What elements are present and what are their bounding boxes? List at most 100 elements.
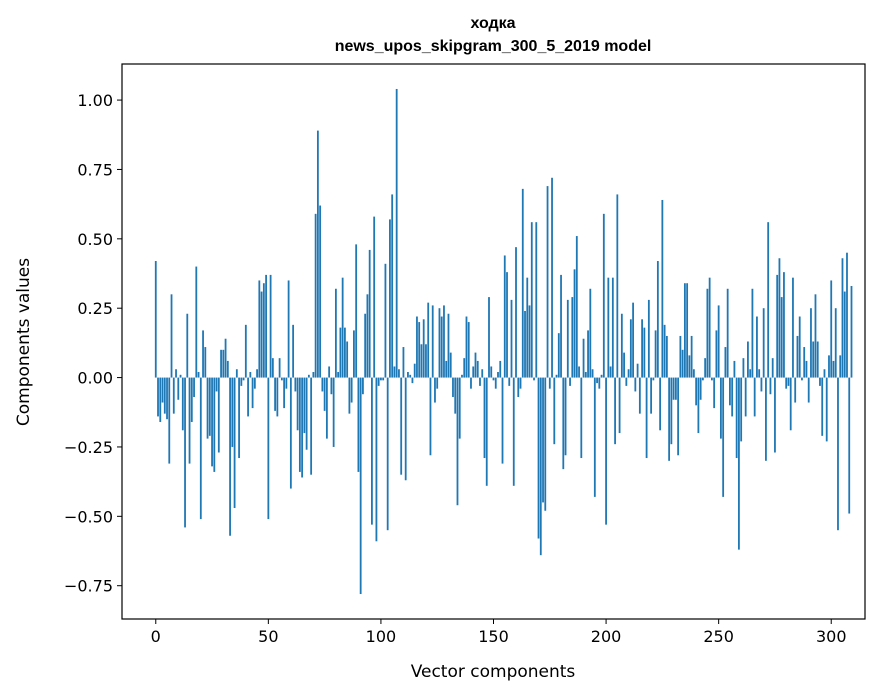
bar xyxy=(740,377,743,442)
bar xyxy=(416,316,418,378)
bar xyxy=(692,369,695,378)
bar xyxy=(175,369,177,378)
bar xyxy=(695,377,698,406)
bar xyxy=(220,349,222,378)
bar xyxy=(670,377,673,445)
bar xyxy=(447,313,450,378)
bar xyxy=(803,347,806,378)
chart-title-line1: ходка xyxy=(470,15,515,32)
bar xyxy=(600,374,603,378)
bar xyxy=(733,360,736,378)
bar xyxy=(524,310,526,378)
bar xyxy=(690,335,693,378)
bar xyxy=(668,377,671,461)
bar xyxy=(632,302,634,378)
bar xyxy=(470,377,472,389)
bar xyxy=(497,372,499,378)
bar xyxy=(276,377,279,417)
bar xyxy=(774,377,776,453)
bar xyxy=(652,377,655,381)
bar xyxy=(566,299,569,378)
bar xyxy=(244,324,247,378)
bar xyxy=(427,302,430,378)
bar xyxy=(494,377,497,389)
bar xyxy=(380,377,382,381)
bar xyxy=(832,360,835,378)
bar xyxy=(314,213,317,378)
bar xyxy=(564,377,567,456)
bar xyxy=(681,349,684,378)
bar xyxy=(235,369,238,378)
bar xyxy=(251,377,254,409)
bar xyxy=(157,377,159,417)
x-tick-label: 300 xyxy=(816,627,847,646)
bar xyxy=(166,377,168,420)
bar xyxy=(296,377,299,431)
bar xyxy=(686,283,689,378)
y-tick-label: 0.50 xyxy=(77,230,113,249)
bar xyxy=(814,294,817,378)
bar xyxy=(701,377,704,381)
bar xyxy=(539,377,542,556)
bar xyxy=(618,377,621,434)
bar xyxy=(186,313,189,378)
bar xyxy=(823,369,826,378)
bar xyxy=(555,374,558,378)
bar xyxy=(404,377,407,481)
bar xyxy=(711,377,713,381)
bar xyxy=(280,377,283,381)
bar xyxy=(643,327,646,378)
bar xyxy=(402,347,405,378)
bar xyxy=(289,377,292,489)
bar xyxy=(647,299,650,378)
bar xyxy=(434,377,436,403)
bar xyxy=(751,288,754,378)
bar xyxy=(490,366,493,378)
bar xyxy=(461,374,463,378)
bar xyxy=(699,377,702,400)
bar xyxy=(776,274,779,378)
bar xyxy=(202,330,204,378)
bar xyxy=(756,316,758,378)
bar xyxy=(368,249,371,378)
bars-group xyxy=(154,88,853,595)
bar xyxy=(557,333,560,378)
bar xyxy=(738,377,740,550)
bar xyxy=(656,261,659,378)
bar xyxy=(193,377,195,397)
y-tick-label: −0.75 xyxy=(64,577,113,596)
bar xyxy=(321,377,324,392)
bar xyxy=(260,291,263,378)
bar xyxy=(625,377,628,386)
bar xyxy=(332,377,335,447)
bar xyxy=(749,369,752,378)
bar xyxy=(467,322,470,378)
bar xyxy=(499,360,502,378)
bar xyxy=(816,341,819,378)
bar xyxy=(373,216,376,378)
bar xyxy=(231,377,234,447)
bar xyxy=(172,377,175,414)
bar xyxy=(688,355,691,378)
bar xyxy=(596,377,598,384)
bar xyxy=(760,377,763,392)
y-axis-label: Components values xyxy=(14,258,34,426)
bar xyxy=(479,377,481,386)
bar xyxy=(292,324,295,378)
bar xyxy=(616,194,619,378)
bar xyxy=(465,316,468,378)
bar xyxy=(398,369,400,378)
x-tick-label: 50 xyxy=(258,627,278,646)
bar xyxy=(190,377,193,422)
bar xyxy=(262,283,265,378)
bar xyxy=(729,377,731,406)
bar xyxy=(208,377,211,436)
bar xyxy=(382,377,385,381)
bar xyxy=(638,377,641,414)
bar xyxy=(298,377,301,472)
bar xyxy=(659,377,662,431)
bar xyxy=(645,377,648,459)
bar xyxy=(391,194,394,378)
bar xyxy=(528,305,531,378)
x-tick-label: 200 xyxy=(591,627,622,646)
